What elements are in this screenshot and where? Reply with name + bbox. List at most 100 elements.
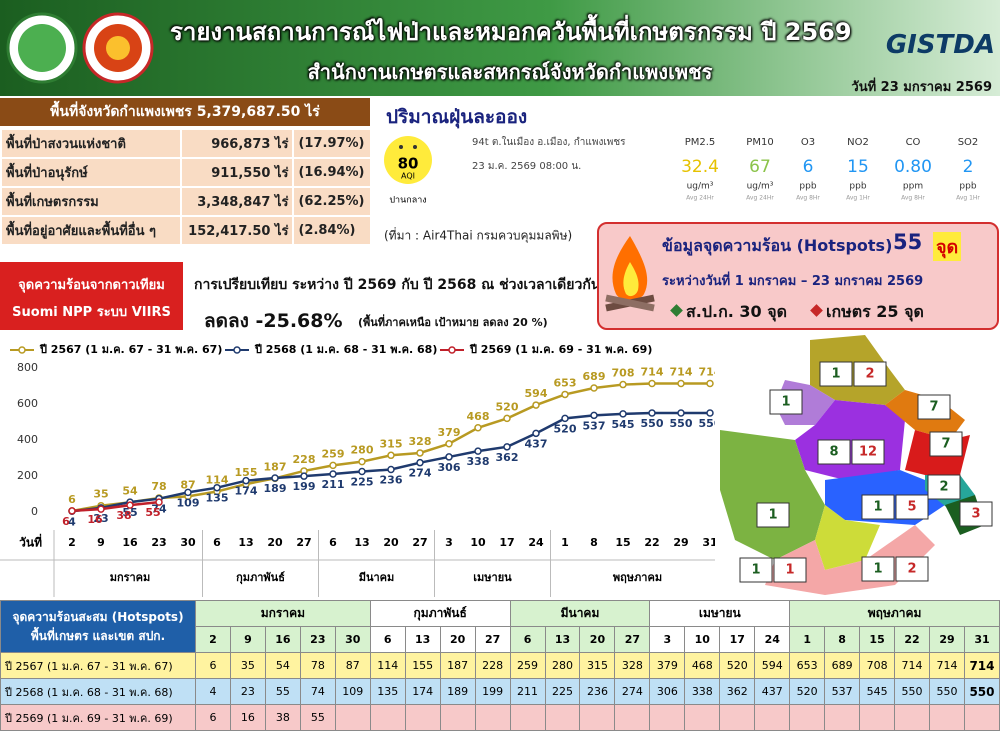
map-box <box>851 439 885 465</box>
table-value: 55 <box>299 704 336 731</box>
x-tick-label: 6 <box>213 536 221 549</box>
data-label: 211 <box>322 478 345 491</box>
y-tick-label: 400 <box>17 433 38 446</box>
x-tick-label: 31 <box>702 536 715 549</box>
map-count: 3 <box>971 507 980 522</box>
table-value: 468 <box>684 652 721 679</box>
time: 23 ม.ค. 2569 08:00 น. <box>472 161 581 172</box>
table-day: 6 <box>369 626 406 653</box>
data-label: 199 <box>293 480 316 493</box>
map-count: 1 <box>785 563 794 578</box>
point <box>126 501 134 509</box>
table-row-label: ปี 2569 (1 ม.ค. 69 - 31 พ.ค. 69) <box>0 704 196 731</box>
area-table: พื้นที่ป่าสงวนแห่งชาติ 966,873 ไร่ (17.97%… <box>0 128 372 246</box>
data-label: 274 <box>409 467 432 480</box>
table-value: 550 <box>894 678 931 705</box>
point <box>68 507 76 515</box>
point <box>416 449 424 457</box>
map-box <box>959 501 993 527</box>
table-empty <box>334 704 371 731</box>
pollutant-unit: ppb <box>799 182 816 192</box>
table-day: 10 <box>684 626 721 653</box>
area-label: พื้นที่เกษตรกรรม <box>0 186 182 217</box>
area-row: พื้นที่ป่าอนุรักษ์ 911,550 ไร่ (16.94%) <box>0 157 372 188</box>
hotspot-item: ส.ป.ก. 30 จุด <box>686 302 788 321</box>
table-day: 6 <box>509 626 546 653</box>
point <box>358 467 366 476</box>
x-tick-label: 20 <box>267 536 283 549</box>
table-value: 274 <box>614 678 651 705</box>
map-count: 1 <box>831 367 840 382</box>
point <box>358 457 366 466</box>
table-value: 362 <box>719 678 756 705</box>
table-value: 328 <box>614 652 651 679</box>
map-box <box>861 556 895 582</box>
y-tick-label: 800 <box>17 361 38 374</box>
table-value: 236 <box>579 678 616 705</box>
map-box <box>819 361 853 387</box>
data-label: 35 <box>93 488 108 501</box>
map-box <box>817 439 851 465</box>
legend-marker <box>233 346 241 354</box>
table-value: 714 <box>894 652 931 679</box>
data-label: 280 <box>351 444 374 457</box>
point <box>242 476 250 485</box>
area-value: (62.25%) <box>292 186 372 217</box>
table-empty <box>859 704 896 731</box>
area-value: 966,873 ไร่ <box>179 128 295 159</box>
air-title: ปริมาณฝุ่นละออง <box>386 106 528 128</box>
hotspot-box <box>597 222 999 330</box>
table-value: 38 <box>264 704 301 731</box>
month-label: กุมภาพันธ์ <box>236 571 285 585</box>
title: รายงานสถานการณ์ไฟป่าและหมอกควันพื้นที่เก… <box>170 18 852 46</box>
map-box <box>895 556 929 582</box>
pollutant-avg: Avg 24Hr <box>686 195 714 202</box>
table-value: 550 <box>929 678 965 705</box>
pollutant-avg: Avg 24Hr <box>746 195 774 202</box>
map-box <box>739 557 773 583</box>
data-label: 23 <box>93 512 108 525</box>
data-label: 689 <box>583 370 606 383</box>
month-label: พฤษภาคม <box>613 571 662 584</box>
table-day: 31 <box>963 626 1000 653</box>
point <box>416 458 424 467</box>
table-day: 20 <box>579 626 616 653</box>
month-label: เมษายน <box>473 571 512 584</box>
table-day: 23 <box>299 626 336 653</box>
table-value: 306 <box>649 678 686 705</box>
map-count: 1 <box>751 563 760 578</box>
x-tick-label: 8 <box>590 536 598 549</box>
table-day: 24 <box>754 626 791 653</box>
table-empty <box>544 704 581 731</box>
table-corner-line: พื้นที่เกษตร และเขต สปก. <box>30 628 166 643</box>
data-label: 328 <box>409 435 432 448</box>
pollutant-unit: ppb <box>849 182 866 192</box>
area-value: (2.84%) <box>292 215 372 246</box>
data-label: 55 <box>122 506 137 519</box>
area-row: พื้นที่อยู่อาศัยและพื้นที่อื่น ๆ 152,417.… <box>0 215 372 246</box>
data-label: 4 <box>68 515 76 528</box>
table-row: ปี 2567 (1 ม.ค. 67 - 31 พ.ค. 67) 6 35 54 78 8… <box>0 652 1000 679</box>
map-count: 1 <box>768 508 777 523</box>
x-tick-label: 15 <box>615 536 630 549</box>
series-line <box>71 500 160 513</box>
data-label: 362 <box>496 451 519 464</box>
legend-label: ปี 2567 (1 ม.ค. 67 - 31 พ.ค. 67) <box>39 343 222 356</box>
table-empty <box>509 704 546 731</box>
pollutant-avg: Avg 1Hr <box>846 195 870 202</box>
hotspot-table: จุดความร้อนสะสม (Hotspots) พื้นที่เกษตร แ… <box>0 600 1000 731</box>
station: 94t ต.ในเมือง อ.เมือง, กำแพงเพชร <box>472 136 626 148</box>
table-month: มีนาคม <box>509 600 651 627</box>
data-label: 468 <box>467 410 490 423</box>
x-tick-label: 9 <box>97 536 105 549</box>
table-value: 594 <box>754 652 791 679</box>
table-empty <box>439 704 476 731</box>
table-value: 189 <box>439 678 476 705</box>
table-empty <box>824 704 861 731</box>
map-count: 12 <box>859 445 877 460</box>
data-label: 520 <box>496 400 519 413</box>
table-empty <box>579 704 616 731</box>
map-box <box>929 431 963 457</box>
satellite-line: จุดความร้อนจากดาวเทียม <box>18 278 165 293</box>
map-count: 5 <box>907 500 916 515</box>
